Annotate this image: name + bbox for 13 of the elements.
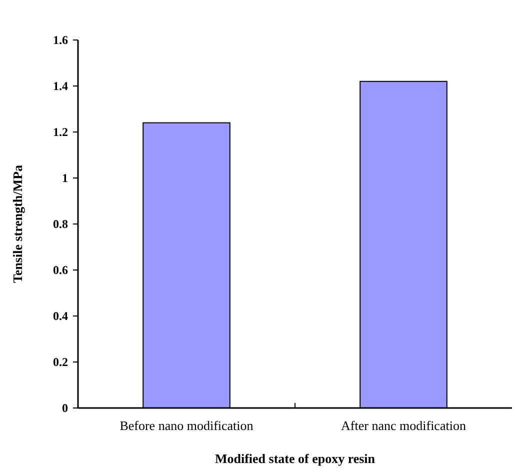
y-tick-label: 1.2 <box>53 125 68 140</box>
y-tick-label: 1.4 <box>53 79 68 94</box>
y-tick-label: 1 <box>62 171 68 186</box>
y-axis-title: Tensile strength/MPa <box>10 164 25 284</box>
x-axis-title: Modified state of epoxy resin <box>214 451 376 466</box>
x-tick-label: After nanc modification <box>341 418 466 433</box>
y-tick-label: 0.4 <box>53 309 68 324</box>
y-tick-label: 0.6 <box>53 263 68 278</box>
y-tick-label: 0.2 <box>53 355 68 370</box>
y-tick-label: 0.8 <box>53 217 68 232</box>
y-tick-label: 0 <box>62 401 68 416</box>
x-tick-label: Before nano modification <box>120 418 254 433</box>
y-tick-label: 1.6 <box>53 33 68 48</box>
